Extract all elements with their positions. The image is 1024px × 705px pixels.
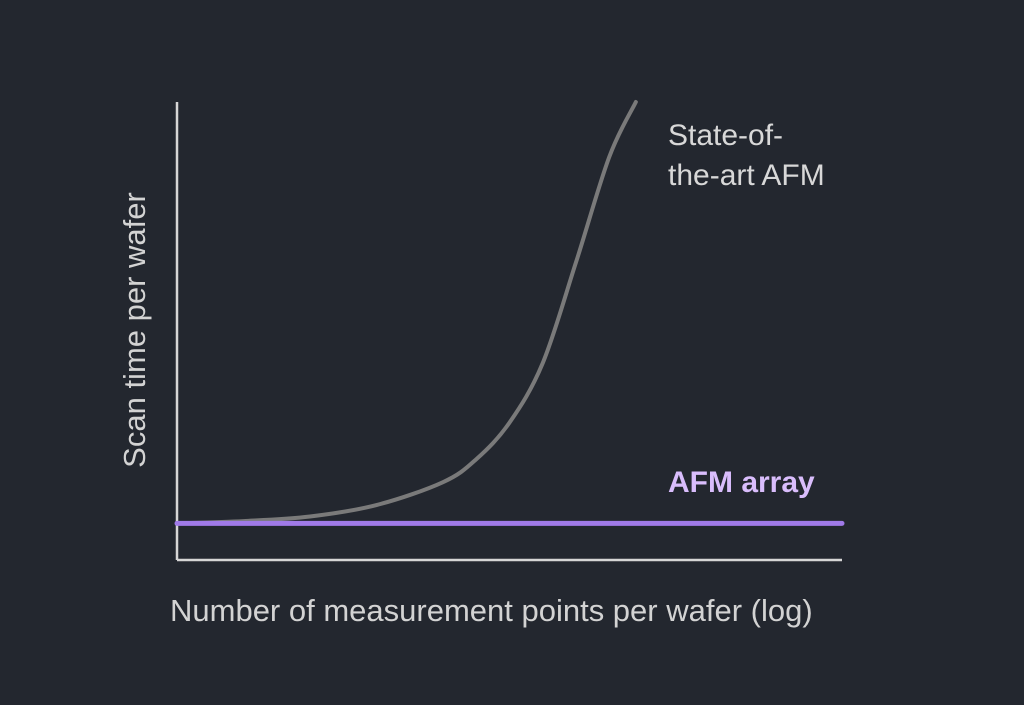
state-of-the-art-afm-line: [175, 100, 638, 526]
axes: [175, 102, 842, 562]
x-axis-title: Number of measurement points per wafer (…: [170, 593, 813, 628]
afm-array-label: AFM array: [668, 466, 815, 499]
series-labels: State-of-the-art AFM AFM array: [668, 119, 825, 499]
state-of-the-art-afm-label: State-of-the-art AFM: [668, 119, 825, 192]
series-label-line: AFM array: [668, 466, 815, 499]
series-label-line: State-of-: [668, 119, 783, 152]
series-layer: [174, 100, 845, 526]
y-axis-title: Scan time per wafer: [117, 192, 152, 468]
series-label-line: the-art AFM: [668, 159, 825, 192]
